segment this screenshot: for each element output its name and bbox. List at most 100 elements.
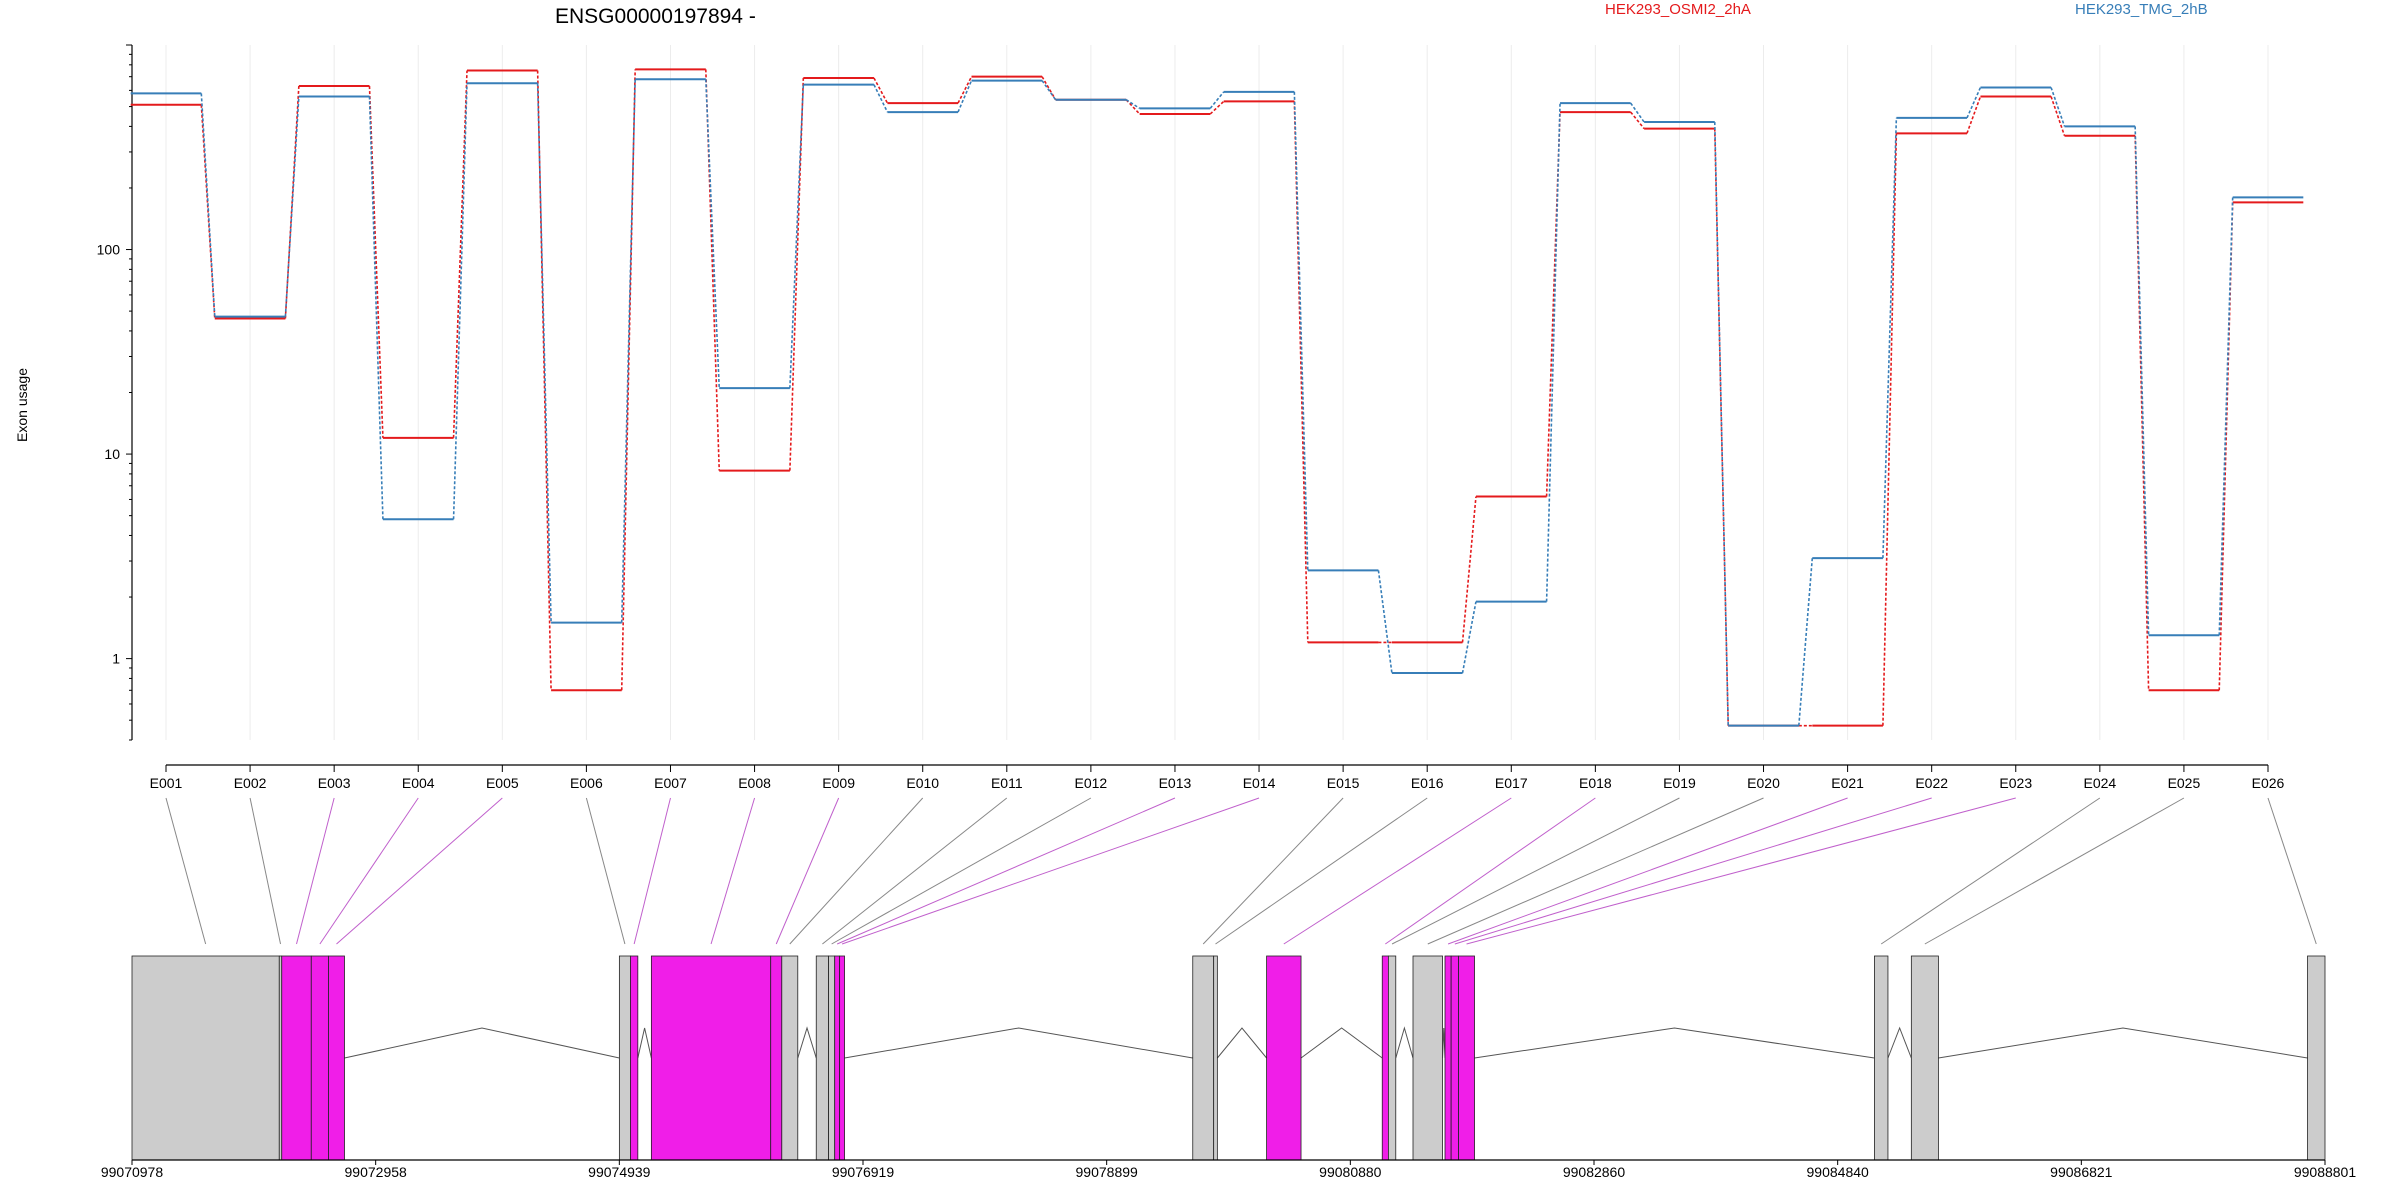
series-1-connector xyxy=(1209,100,1225,115)
series-2-connector xyxy=(957,80,973,113)
series-2-connector xyxy=(704,79,721,389)
connector-E020 xyxy=(1427,797,1764,945)
series-1-connector xyxy=(2050,96,2066,137)
series-2-connector xyxy=(1545,103,1561,602)
genomic-tick-label: 99080880 xyxy=(1319,1164,1382,1180)
x-tick-label-E017: E017 xyxy=(1495,775,1528,791)
connector-E005 xyxy=(336,797,503,945)
genomic-axis: 99070978 99072958 99074939 99076919 99078899… xyxy=(101,1159,2356,1180)
intron-line xyxy=(1442,1027,1446,1059)
gene-model xyxy=(131,955,2326,1161)
exon-box-E014 xyxy=(839,955,845,1161)
series-1-connector xyxy=(1125,99,1141,115)
connector-E015 xyxy=(1202,797,1344,945)
x-tick-label-E011: E011 xyxy=(991,775,1023,791)
x-tick-label-E001: E001 xyxy=(150,775,183,791)
exon-box-E003 xyxy=(281,955,312,1161)
connector-E012 xyxy=(831,797,1092,945)
exon-box-E012 xyxy=(828,955,836,1161)
exon-box-E016 xyxy=(1213,955,1218,1161)
genomic-tick-label: 99078899 xyxy=(1076,1164,1139,1180)
connector-E023 xyxy=(1466,797,2016,945)
connector-E022 xyxy=(1454,797,1932,945)
intron-line xyxy=(1216,1027,1267,1059)
genomic-tick-label: 99084840 xyxy=(1807,1164,1870,1180)
x-tick-label-E013: E013 xyxy=(1159,775,1192,791)
series-1-connector xyxy=(1882,133,1898,726)
y-axis: 1 10 100 xyxy=(97,44,133,741)
connector-E019 xyxy=(1391,797,1680,945)
series-2-connector xyxy=(620,79,636,623)
exon-box-E023 xyxy=(1458,955,1475,1161)
x-tick-label-E019: E019 xyxy=(1663,775,1696,791)
connector-E017 xyxy=(1283,797,1512,945)
exon-box-E024 xyxy=(1874,955,1889,1161)
connector-E016 xyxy=(1215,797,1428,945)
exon-box-E022 xyxy=(1450,955,1459,1161)
series-2-connector xyxy=(1125,99,1141,110)
series-1-connector xyxy=(1630,111,1645,130)
exon-box-E025 xyxy=(1910,955,1939,1161)
series-1-connector xyxy=(1713,128,1730,726)
exon-box-E006 xyxy=(618,955,631,1161)
connector-E004 xyxy=(319,797,419,945)
intron-line xyxy=(344,1027,620,1059)
x-tick-label-E008: E008 xyxy=(738,775,771,791)
exon-box-E019 xyxy=(1387,955,1397,1161)
x-tick-label-E015: E015 xyxy=(1327,775,1360,791)
y-tick-label: 10 xyxy=(104,446,120,462)
x-tick-label-E003: E003 xyxy=(318,775,351,791)
genomic-tick-label: 99070978 xyxy=(101,1164,164,1180)
chart-title: ENSG00000197894 - xyxy=(555,5,756,28)
y-tick-label: 100 xyxy=(97,242,121,258)
x-tick-label-E010: E010 xyxy=(906,775,939,791)
x-tick-label-E004: E004 xyxy=(402,775,435,791)
intron-line xyxy=(1887,1026,1912,1059)
series-2-connector xyxy=(1461,601,1477,674)
x-tick-label-E022: E022 xyxy=(1915,775,1948,791)
series-1-connector xyxy=(284,85,300,319)
genomic-tick-label: 99072958 xyxy=(345,1164,408,1180)
y-axis-label: Exon usage xyxy=(14,368,30,442)
exon-box-E004 xyxy=(310,955,329,1161)
genomic-tick-label: 99074939 xyxy=(588,1164,651,1180)
connector-E025 xyxy=(1924,797,2185,945)
series-1-connector xyxy=(452,70,468,438)
exon-connector-lines xyxy=(165,797,2317,945)
exon-box-E008 xyxy=(650,955,772,1161)
series-2-connector xyxy=(873,84,889,113)
series-2-connector xyxy=(1209,91,1225,109)
x-tick-label-E014: E014 xyxy=(1243,775,1276,791)
legend-label-series-1: HEK293_OSMI2_2hA xyxy=(1605,1,1751,18)
connector-E014 xyxy=(841,797,1260,945)
series-1-connector xyxy=(2218,202,2234,691)
series-lines xyxy=(130,68,2304,727)
x-tick-label-E012: E012 xyxy=(1075,775,1108,791)
series-2-connector xyxy=(1882,117,1898,559)
series-2-connector xyxy=(2050,87,2066,127)
exon-box-E007 xyxy=(630,955,639,1161)
exon-box-E009 xyxy=(770,955,783,1161)
connector-E024 xyxy=(1880,797,2101,945)
x-tick-label-E002: E002 xyxy=(234,775,267,791)
series-2-connector xyxy=(1377,570,1393,674)
series-2-connector xyxy=(200,93,216,317)
exon-box-E010 xyxy=(781,955,799,1161)
connector-E018 xyxy=(1385,797,1596,945)
exon-box-E005 xyxy=(328,955,345,1161)
intron-line xyxy=(844,1027,1193,1059)
series-2 xyxy=(130,78,2304,727)
connector-E003 xyxy=(296,797,335,945)
connector-E001 xyxy=(165,797,207,945)
series-2-connector xyxy=(1293,91,1309,571)
genomic-tick-label: 99082860 xyxy=(1563,1164,1626,1180)
connector-E008 xyxy=(710,797,756,945)
connector-E002 xyxy=(249,797,282,945)
connector-E010 xyxy=(789,797,924,945)
x-tick-label-E009: E009 xyxy=(822,775,855,791)
intron-line xyxy=(797,1026,817,1059)
y-tick-label: 1 xyxy=(112,651,120,667)
series-2-connector xyxy=(1630,102,1645,123)
series-2-connector xyxy=(452,83,468,520)
connector-E026 xyxy=(2267,797,2317,945)
